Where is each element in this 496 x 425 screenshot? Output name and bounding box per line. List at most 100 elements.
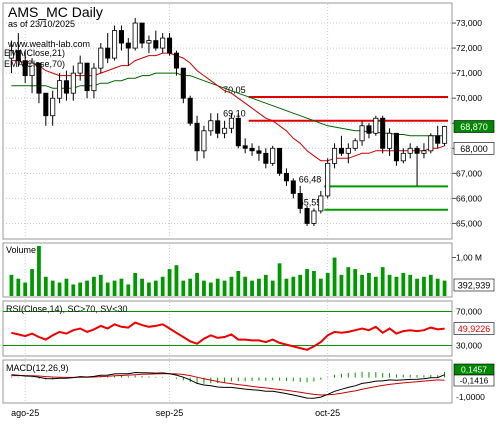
candle	[283, 168, 289, 186]
candle	[380, 115, 386, 154]
volume-bar	[298, 274, 303, 296]
macd-layer	[10, 371, 446, 399]
candle	[125, 38, 131, 66]
candle-body-down	[153, 40, 159, 49]
volume-bar	[428, 274, 433, 296]
volume-bar	[422, 276, 426, 296]
volume-bar	[57, 282, 62, 296]
candle	[345, 143, 351, 164]
candle	[318, 190, 324, 214]
candle-body-down	[118, 30, 124, 44]
candle-body-down	[167, 37, 173, 54]
candle	[208, 113, 214, 136]
rsi-tick-label: 70,000	[456, 307, 482, 317]
volume-bar	[105, 282, 110, 296]
macd-pane	[2, 359, 453, 404]
volume-bar	[270, 280, 275, 296]
candle-body-down	[15, 50, 21, 62]
candle-body-down	[180, 67, 186, 99]
candle-body-down	[194, 122, 200, 152]
candle-body-up	[325, 162, 331, 197]
candle-body-down	[283, 172, 289, 182]
candle-body-down	[235, 117, 241, 147]
candle	[15, 33, 21, 66]
candle	[201, 125, 207, 159]
candle-body-up	[311, 210, 317, 224]
candle	[167, 33, 173, 56]
candles-layer	[8, 18, 448, 226]
website-label: www.wealth-lab.com	[7, 39, 90, 49]
volume-bar	[85, 280, 89, 296]
candle-body-down	[63, 80, 69, 94]
candle	[180, 67, 186, 104]
volume-bars-layer	[9, 246, 447, 296]
candle-body-down	[36, 62, 42, 94]
volume-bar	[339, 274, 344, 296]
candle-body-up	[421, 150, 427, 154]
candle-body-up	[132, 22, 138, 49]
candle	[270, 145, 276, 166]
volume-bar	[380, 267, 385, 296]
candle	[63, 70, 69, 101]
candle	[98, 43, 104, 74]
candle-body-up	[332, 147, 338, 164]
volume-bar	[442, 280, 447, 296]
candle	[43, 92, 49, 126]
candle-body-down	[22, 60, 28, 77]
volume-bar	[435, 278, 440, 296]
candle-body-up	[50, 97, 56, 117]
macd-title: MACD(12,26,9)	[6, 363, 69, 373]
candle	[29, 58, 35, 94]
candle-body-down	[263, 152, 269, 164]
ema70-line	[11, 72, 445, 137]
volume-bar	[318, 278, 323, 296]
candle	[36, 62, 42, 104]
volume-bar	[195, 272, 199, 296]
candle-body-down	[215, 120, 221, 134]
price-tick-label: 66,000	[456, 193, 482, 203]
volume-title: Volume	[6, 245, 36, 255]
volume-bar	[284, 278, 289, 296]
volume-bar	[167, 269, 172, 296]
macd-line	[11, 371, 445, 399]
volume-bar	[277, 263, 282, 296]
price-tick-label: 73,000	[456, 18, 482, 28]
candle-body-up	[8, 50, 14, 59]
candle-body-down	[414, 147, 420, 154]
volume-bar	[250, 280, 254, 296]
rsi-last-badge	[453, 322, 495, 335]
candle	[373, 115, 379, 136]
ema21-badge-text: 68,000	[460, 144, 488, 154]
volume-bar	[30, 269, 34, 296]
candle	[146, 35, 152, 54]
volume-bar	[153, 280, 158, 296]
candle-body-up	[222, 127, 228, 134]
rsi-title: RSI(Close,14), SC>70, SV<30	[6, 304, 128, 314]
volume-bar	[140, 278, 144, 296]
candle	[84, 62, 90, 99]
volume-bar	[373, 276, 378, 296]
candle	[194, 115, 200, 161]
levels-layer: 70,05 69,10 66,48 65,55	[223, 85, 448, 211]
volume-bar	[119, 278, 124, 296]
candle-body-down	[173, 52, 179, 69]
candle-body-down	[125, 42, 131, 49]
volume-bar	[325, 272, 330, 296]
volume-bar	[291, 276, 296, 296]
candle-body-down	[43, 92, 49, 117]
candle	[297, 185, 303, 214]
volume-bar	[215, 278, 220, 296]
volume-bar	[360, 274, 364, 296]
candle	[57, 73, 63, 104]
volume-bar	[305, 269, 309, 296]
candle	[338, 135, 344, 156]
candle-body-up	[29, 62, 35, 77]
candle-body-up	[442, 126, 448, 144]
price-tick-label: 71,000	[456, 68, 482, 78]
signal-last-text: -0,1416	[460, 376, 489, 386]
level-label: 66,48	[299, 174, 322, 184]
candle	[435, 125, 441, 149]
ema21-legend: EMA(Close,21)	[4, 48, 65, 58]
volume-bar	[43, 276, 48, 296]
